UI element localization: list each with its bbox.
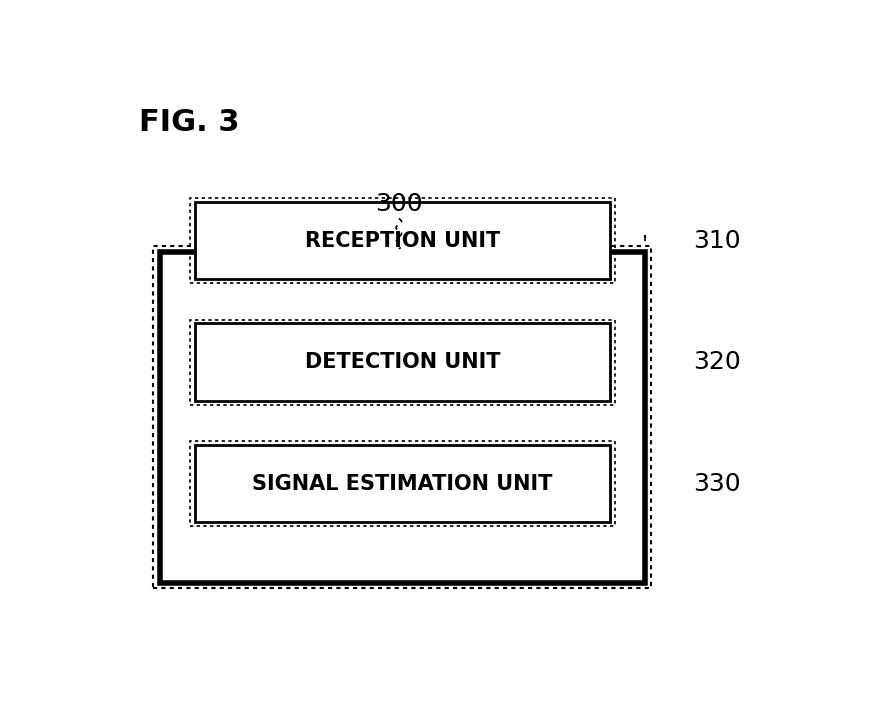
Bar xyxy=(195,202,610,280)
Bar xyxy=(190,320,614,404)
Text: 330: 330 xyxy=(693,472,740,495)
Text: DETECTION UNIT: DETECTION UNIT xyxy=(305,352,500,372)
Bar xyxy=(160,252,645,583)
Bar xyxy=(195,445,610,522)
Bar xyxy=(195,323,610,401)
Text: SIGNAL ESTIMATION UNIT: SIGNAL ESTIMATION UNIT xyxy=(252,473,553,493)
Text: 320: 320 xyxy=(693,350,740,374)
Text: RECEPTION UNIT: RECEPTION UNIT xyxy=(305,231,500,251)
Bar xyxy=(154,246,652,589)
Text: FIG. 3: FIG. 3 xyxy=(139,108,240,137)
Bar xyxy=(190,198,614,283)
Bar xyxy=(190,441,614,526)
Text: 300: 300 xyxy=(375,191,422,216)
Text: 310: 310 xyxy=(693,229,740,252)
